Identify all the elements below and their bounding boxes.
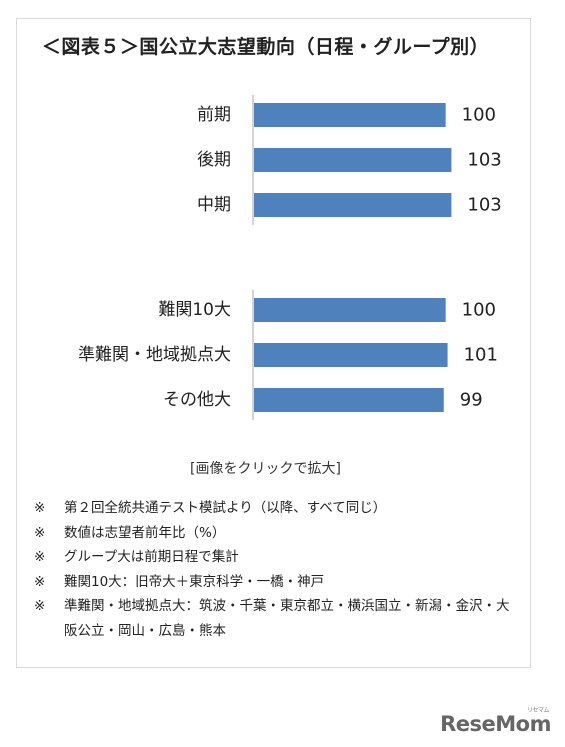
data-label: 100 xyxy=(462,105,496,126)
category-label: 中期 xyxy=(197,195,231,215)
category-label: 難関10大 xyxy=(158,300,231,320)
logo-subtext: リセマム xyxy=(526,707,550,714)
note-mark: ※ xyxy=(34,500,46,516)
note-text: 第２回全統共通テスト模試より（以降、すべて同じ） xyxy=(64,500,387,516)
bar xyxy=(254,148,452,172)
data-label: 100 xyxy=(462,300,496,321)
bar-chart: 前期 100 後期 103 中期 103 難関10大 100 準難関・地域拠点大 101 その他大 9… xyxy=(78,95,502,420)
data-label: 103 xyxy=(467,195,501,216)
note-item: ※ 難関10大：旧帝大＋東京科学・一橋・神戸 xyxy=(34,570,514,595)
note-text: 数値は志望者前年比（%） xyxy=(64,524,226,541)
note-item: ※ 第２回全統共通テスト模試より（以降、すべて同じ） xyxy=(34,496,514,521)
chart-title: ＜図表５＞国公立大志望動向（日程・グループ別） xyxy=(41,36,490,58)
note-mark: ※ xyxy=(34,573,46,590)
note-text: グループ大は前期日程で集計 xyxy=(64,549,239,565)
bar xyxy=(254,298,446,322)
data-label: 103 xyxy=(467,150,501,171)
note-text: 準難関・地域拠点大：筑波・千葉・東京都立・横浜国立・新潟・金沢・大阪公立・岡山・… xyxy=(64,598,510,639)
note-item: ※ グループ大は前期日程で集計 xyxy=(34,545,514,570)
category-label: 準難関・地域拠点大 xyxy=(78,345,231,365)
bar xyxy=(254,193,452,217)
category-label: その他大 xyxy=(163,390,231,410)
bar xyxy=(254,343,448,367)
data-label: 99 xyxy=(460,390,483,411)
data-label: 101 xyxy=(464,345,498,366)
enlarge-caption[interactable]: [画像をクリックで拡大] xyxy=(190,461,341,477)
note-mark: ※ xyxy=(34,598,46,614)
resemom-logo: ReseMom リセマム xyxy=(440,707,551,736)
logo-text: ReseMom xyxy=(440,712,551,736)
category-label: 前期 xyxy=(197,105,231,125)
category-label: 後期 xyxy=(197,150,231,170)
bar xyxy=(254,388,444,412)
notes-list: ※ 第２回全統共通テスト模試より（以降、すべて同じ） ※ 数値は志望者前年比（%） … xyxy=(34,496,514,643)
note-text: 難関10大：旧帝大＋東京科学・一橋・神戸 xyxy=(64,573,325,590)
bar xyxy=(254,103,446,127)
note-mark: ※ xyxy=(34,524,46,541)
note-item: ※ 準難関・地域拠点大：筑波・千葉・東京都立・横浜国立・新潟・金沢・大阪公立・岡山… xyxy=(34,594,514,643)
note-mark: ※ xyxy=(34,549,46,565)
note-item: ※ 数値は志望者前年比（%） xyxy=(34,521,514,546)
